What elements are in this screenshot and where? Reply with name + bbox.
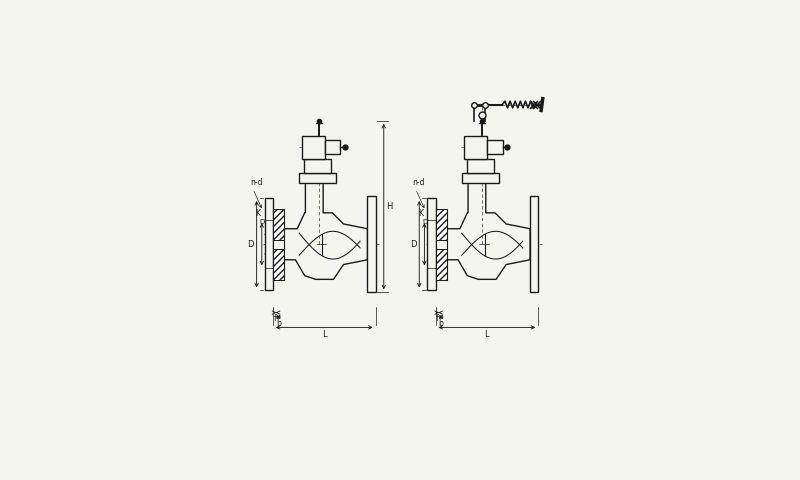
Text: D1: D1 [422,219,432,225]
Polygon shape [435,240,446,249]
Text: f: f [274,314,276,323]
Polygon shape [446,183,530,279]
Text: DN: DN [277,233,286,238]
Text: f: f [436,314,438,323]
Text: DN: DN [439,233,449,238]
Text: n-d: n-d [413,178,425,187]
Polygon shape [435,249,446,280]
Text: b: b [438,319,443,328]
Text: D: D [247,240,254,249]
Bar [299,173,336,183]
Polygon shape [427,198,435,290]
Polygon shape [435,209,446,240]
Polygon shape [530,196,538,292]
Text: b: b [276,319,281,328]
Bar [464,136,487,159]
Text: D: D [410,240,417,249]
Bar [302,136,325,159]
Polygon shape [273,240,284,249]
Text: K: K [418,209,423,218]
Polygon shape [367,196,376,292]
Bar [466,159,494,173]
Text: n-d: n-d [250,178,262,187]
Polygon shape [284,183,367,279]
Bar [462,173,498,183]
Polygon shape [265,198,273,290]
Bar [304,159,331,173]
Polygon shape [273,249,284,280]
Text: L: L [322,330,326,338]
Text: D1: D1 [260,219,270,225]
Text: L: L [485,330,489,338]
Polygon shape [273,209,284,240]
Text: H: H [386,202,393,211]
Text: K: K [255,209,261,218]
Bar [487,140,502,155]
Bar [325,140,340,155]
